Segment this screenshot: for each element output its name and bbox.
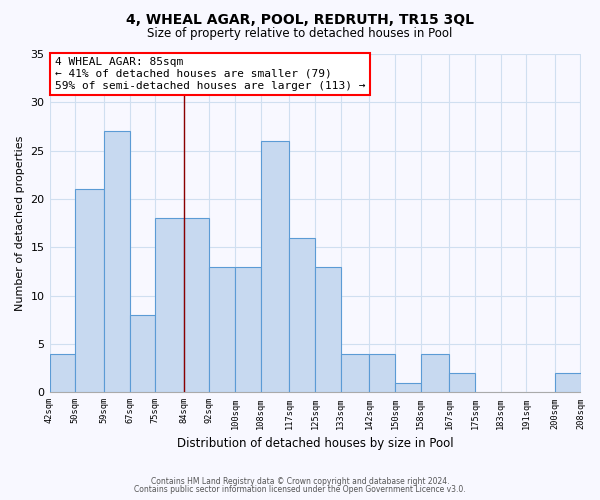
Bar (235, 266, 260, 392)
Bar (130, 315, 155, 392)
Text: 4, WHEAL AGAR, POOL, REDRUTH, TR15 3QL: 4, WHEAL AGAR, POOL, REDRUTH, TR15 3QL (126, 12, 474, 26)
Bar (50, 354, 75, 393)
Bar (370, 354, 395, 393)
Bar (395, 382, 421, 392)
Bar (209, 266, 235, 392)
Bar (75, 190, 104, 392)
X-axis label: Distribution of detached houses by size in Pool: Distribution of detached houses by size … (177, 437, 454, 450)
Bar (421, 354, 449, 393)
Text: Contains HM Land Registry data © Crown copyright and database right 2024.: Contains HM Land Registry data © Crown c… (151, 477, 449, 486)
Bar (449, 373, 475, 392)
Bar (155, 218, 184, 392)
Text: 4 WHEAL AGAR: 85sqm
← 41% of detached houses are smaller (79)
59% of semi-detach: 4 WHEAL AGAR: 85sqm ← 41% of detached ho… (55, 58, 365, 90)
Text: Size of property relative to detached houses in Pool: Size of property relative to detached ho… (148, 28, 452, 40)
Bar (104, 132, 130, 392)
Bar (341, 354, 370, 393)
Text: Contains public sector information licensed under the Open Government Licence v3: Contains public sector information licen… (134, 485, 466, 494)
Bar (260, 141, 289, 393)
Y-axis label: Number of detached properties: Number of detached properties (15, 136, 25, 311)
Bar (184, 218, 209, 392)
Bar (289, 238, 315, 392)
Bar (315, 266, 341, 392)
Bar (555, 373, 581, 392)
